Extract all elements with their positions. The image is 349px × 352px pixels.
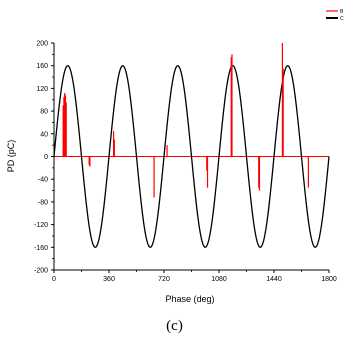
x-axis-label: Phase (deg) [165,294,214,304]
y-tick-label: -120 [34,222,48,229]
y-axis-label: PD (pC) [6,140,16,173]
y-tick-label: -200 [34,268,48,275]
y-tick-label: -160 [34,245,48,252]
y-tick-label: 200 [36,41,48,48]
x-tick-label: 1800 [321,276,337,283]
y-tick-label: 160 [36,63,48,70]
x-tick-label: 0 [52,276,56,283]
pd-phase-chart: 0 360 720 1080 1440 1800 200 160 120 80 40 0 -40 -80 -… [6,9,344,304]
x-tick-label: 1440 [266,276,282,283]
legend-label-b: B [340,9,344,15]
figure-caption: (c) [166,318,183,334]
y-tick-label: 40 [40,131,48,138]
x-tick-label: 1080 [211,276,227,283]
x-tick-label: 720 [158,276,170,283]
axes: 0 360 720 1080 1440 1800 200 160 120 80 40 0 -40 -80 -… [34,41,337,284]
y-tick-label: -40 [38,177,48,184]
y-tick-label: 120 [36,86,48,93]
legend: BC [326,9,344,22]
x-tick-label: 360 [103,276,115,283]
y-tick-label: -80 [38,199,48,206]
y-tick-label: 80 [40,109,48,116]
legend-label-c: C [340,16,344,22]
plot-area [53,43,330,248]
y-tick-label: 0 [44,154,48,161]
